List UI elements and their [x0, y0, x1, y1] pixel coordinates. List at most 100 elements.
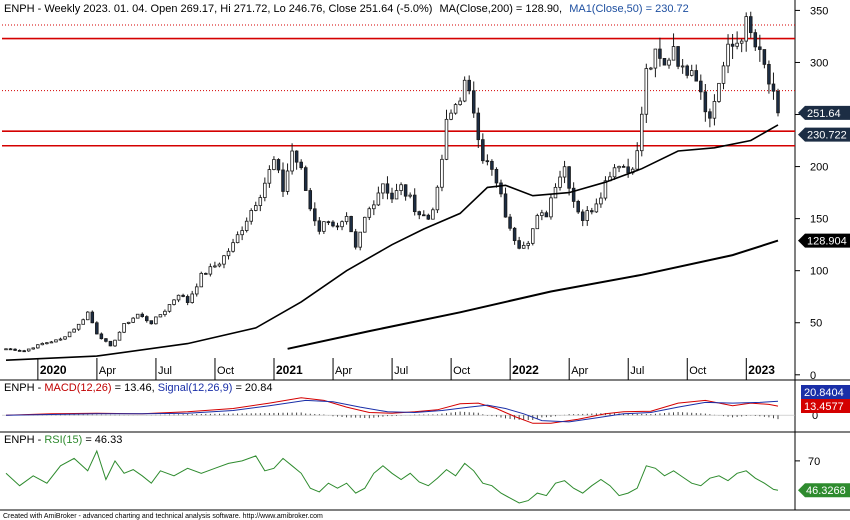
candle-body — [467, 79, 471, 92]
footer-credit: Created with AmiBroker - advanced charti… — [3, 513, 323, 520]
candle-body — [99, 333, 104, 340]
candle-body — [244, 220, 249, 231]
candle-body — [676, 46, 680, 67]
horizontal-levels — [2, 24, 795, 147]
candle-body — [190, 293, 194, 303]
candle-body — [90, 311, 95, 324]
rsi-tick-labels: 70 — [795, 456, 820, 468]
candle-body — [72, 328, 76, 333]
rsi-pane: 70 46.3268 ENPH - RSI(15) = 46.33 — [4, 432, 850, 510]
time-label: Oct — [217, 365, 234, 377]
candle-body — [194, 286, 199, 295]
price-tick-label: 350 — [810, 5, 828, 17]
candle-body — [635, 150, 639, 170]
rsi-value-boxes: 46.3268 — [798, 483, 850, 498]
candle-body — [104, 338, 108, 342]
price-pane: 050100150200250300350 2020AprJulOct2021A… — [2, 0, 850, 382]
candle-body — [499, 182, 503, 195]
candle-body — [403, 184, 408, 197]
candle-body — [721, 65, 726, 84]
candle-body — [708, 111, 712, 119]
price-value-label: 230.722 — [807, 130, 847, 142]
candle-body — [585, 210, 590, 221]
candle-body — [213, 265, 217, 268]
macd-title-name: ENPH - — [4, 382, 44, 394]
candle-body — [699, 80, 703, 93]
candle-body — [703, 91, 708, 113]
candle-body — [122, 323, 126, 333]
candle-body — [299, 161, 303, 169]
rsi-value-label: 46.3268 — [806, 485, 846, 497]
candle-body — [644, 68, 649, 115]
macd-tick-labels: 0 — [812, 410, 818, 422]
candle-body — [471, 90, 476, 114]
time-label: Apr — [571, 365, 588, 377]
candle-body — [562, 166, 567, 178]
candle-body — [131, 317, 135, 323]
candle-body — [680, 65, 685, 68]
time-label: 2021 — [276, 363, 303, 377]
rsi-title-value: = 46.33 — [85, 434, 122, 446]
candle-body — [744, 16, 748, 42]
candle-body — [154, 316, 158, 325]
candle-body — [254, 205, 258, 211]
price-value-box — [798, 127, 850, 142]
candle-body — [462, 79, 467, 102]
candle-body — [390, 192, 394, 200]
candle-body — [626, 166, 630, 174]
candle-body — [358, 231, 362, 248]
time-label: 2022 — [512, 363, 539, 377]
candle-body — [385, 183, 390, 194]
candle-body — [4, 348, 8, 351]
candle-body — [580, 211, 585, 221]
candle-body — [172, 299, 176, 305]
macd-line — [5, 397, 779, 424]
candle-body — [204, 272, 208, 275]
candle-body — [576, 201, 580, 213]
candle-body — [222, 255, 226, 265]
candle-body — [517, 240, 521, 249]
candle-body — [621, 165, 626, 168]
candle-body — [140, 313, 144, 317]
time-label: Jul — [630, 365, 644, 377]
candle-body — [458, 100, 462, 106]
macd-value-label: 13.4577 — [804, 401, 844, 413]
candle-body — [717, 82, 721, 102]
macd-title-signal-value: = 20.84 — [235, 382, 272, 394]
candle-body — [694, 70, 699, 82]
candle-body — [739, 40, 744, 44]
rsi-title-rsi: RSI(15) — [44, 434, 82, 446]
time-axis-labels: 2020 Apr Jul Oct 2021 Apr Jul Oct 2022 Apr Jul Oct 2… — [37, 358, 775, 380]
candle-body — [113, 339, 117, 347]
candle-body — [531, 228, 535, 244]
candle-body — [31, 347, 36, 350]
candle-body — [181, 294, 185, 297]
candle-body — [231, 242, 235, 252]
time-label: Jul — [158, 365, 172, 377]
macd-pane: 0 20.8404 13.4577 ENPH - MACD(12,26) = 13… — [2, 380, 850, 432]
candle-body — [281, 169, 285, 192]
rsi-tick-label: 70 — [808, 456, 820, 468]
ma50-line — [5, 124, 779, 361]
candle-body — [349, 215, 353, 233]
candle-body — [217, 263, 222, 267]
rsi-lines — [5, 449, 779, 504]
candle-body — [344, 215, 349, 223]
macd-lines — [5, 397, 779, 424]
candle-body — [490, 160, 494, 170]
macd-title-macd: MACD(12,26) — [44, 382, 111, 394]
candle-body — [758, 46, 762, 50]
rsi-title: ENPH - RSI(15) = 46.33 — [4, 434, 122, 446]
candle-body — [331, 221, 335, 227]
candle-body — [45, 342, 49, 345]
candle-body — [535, 215, 540, 230]
candle-body — [199, 272, 204, 288]
ma200-line — [287, 239, 779, 350]
price-marks — [4, 11, 780, 361]
candle-body — [67, 331, 72, 338]
candle-body — [326, 221, 331, 224]
candle-body — [526, 242, 530, 246]
candle-body — [117, 331, 122, 341]
candle-body — [748, 16, 753, 34]
candle-body — [322, 221, 326, 232]
